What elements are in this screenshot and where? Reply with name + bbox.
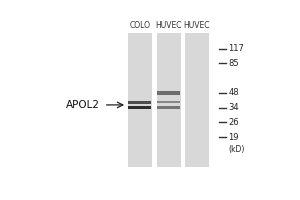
- Bar: [157, 91, 181, 95]
- Bar: [128, 101, 152, 104]
- Text: 85: 85: [228, 59, 239, 68]
- Text: 48: 48: [228, 88, 239, 97]
- Text: (kD): (kD): [228, 145, 244, 154]
- Text: HUVEC: HUVEC: [184, 21, 210, 30]
- Text: 117: 117: [228, 44, 244, 53]
- Bar: [157, 101, 181, 103]
- Bar: [128, 33, 152, 167]
- Text: APOL2: APOL2: [66, 100, 100, 110]
- Bar: [157, 106, 181, 109]
- Bar: [157, 33, 181, 167]
- Text: 19: 19: [228, 133, 239, 142]
- Text: 34: 34: [228, 103, 239, 112]
- Text: COLO: COLO: [129, 21, 150, 30]
- Text: 26: 26: [228, 118, 239, 127]
- Text: HUVEC: HUVEC: [156, 21, 182, 30]
- Bar: [128, 106, 152, 109]
- Bar: [184, 33, 209, 167]
